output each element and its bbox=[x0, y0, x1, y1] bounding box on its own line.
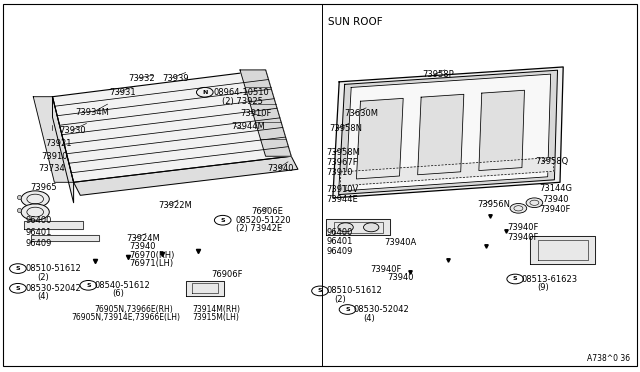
Text: 73940F: 73940F bbox=[370, 265, 401, 274]
Polygon shape bbox=[339, 70, 557, 195]
Text: 08530-52042: 08530-52042 bbox=[354, 305, 410, 314]
Text: 73915M(LH): 73915M(LH) bbox=[192, 313, 239, 322]
Text: (6): (6) bbox=[112, 289, 124, 298]
Text: 73958P: 73958P bbox=[422, 70, 454, 79]
Text: 73958Q: 73958Q bbox=[536, 157, 569, 166]
Text: 08520-51220: 08520-51220 bbox=[236, 216, 291, 225]
Text: 73940F: 73940F bbox=[508, 223, 539, 232]
Text: S: S bbox=[513, 276, 518, 282]
Text: 96400: 96400 bbox=[326, 228, 353, 237]
Text: 76970(RH): 76970(RH) bbox=[129, 251, 175, 260]
Text: 96401: 96401 bbox=[26, 228, 52, 237]
Text: 96400: 96400 bbox=[26, 216, 52, 225]
Polygon shape bbox=[52, 70, 291, 182]
Polygon shape bbox=[31, 235, 99, 241]
Polygon shape bbox=[33, 97, 74, 182]
Text: (2) 73925: (2) 73925 bbox=[222, 97, 263, 106]
Text: 73910V: 73910V bbox=[326, 185, 358, 194]
Text: 96401: 96401 bbox=[326, 237, 353, 246]
Circle shape bbox=[526, 198, 543, 208]
Polygon shape bbox=[479, 90, 524, 171]
Text: S: S bbox=[15, 286, 20, 291]
Text: 73630M: 73630M bbox=[344, 109, 378, 118]
Text: 73940F: 73940F bbox=[540, 205, 571, 214]
Text: A738^0 36: A738^0 36 bbox=[588, 354, 630, 363]
Polygon shape bbox=[24, 221, 83, 229]
Text: 73940: 73940 bbox=[387, 273, 413, 282]
Text: 73910F: 73910F bbox=[240, 109, 271, 118]
Circle shape bbox=[338, 223, 353, 232]
Text: 08513-61623: 08513-61623 bbox=[522, 275, 578, 283]
Text: 73910: 73910 bbox=[326, 169, 353, 177]
Text: 73910: 73910 bbox=[42, 152, 68, 161]
Text: 76906E: 76906E bbox=[251, 207, 283, 216]
Text: 73932: 73932 bbox=[128, 74, 155, 83]
Text: (4): (4) bbox=[37, 292, 49, 301]
Polygon shape bbox=[340, 157, 554, 186]
Text: 73734: 73734 bbox=[38, 164, 65, 173]
Text: N: N bbox=[202, 90, 207, 95]
Polygon shape bbox=[333, 67, 563, 198]
Text: 73956N: 73956N bbox=[477, 200, 510, 209]
Text: 73944E: 73944E bbox=[326, 195, 358, 203]
Text: 73940A: 73940A bbox=[384, 238, 416, 247]
Polygon shape bbox=[240, 70, 291, 156]
Text: 73931: 73931 bbox=[109, 88, 136, 97]
Text: S: S bbox=[317, 288, 323, 294]
Text: 08540-51612: 08540-51612 bbox=[95, 281, 150, 290]
Circle shape bbox=[21, 191, 49, 207]
Text: 73144G: 73144G bbox=[540, 185, 573, 193]
Text: 73958N: 73958N bbox=[330, 124, 363, 133]
Text: 73944M: 73944M bbox=[231, 122, 265, 131]
Text: (2): (2) bbox=[334, 295, 346, 304]
Polygon shape bbox=[418, 94, 464, 175]
Text: 73921: 73921 bbox=[45, 140, 71, 148]
Text: S: S bbox=[220, 218, 225, 223]
Circle shape bbox=[21, 204, 49, 220]
Text: (2) 73942E: (2) 73942E bbox=[236, 224, 282, 233]
Circle shape bbox=[510, 203, 527, 213]
Text: 08510-51612: 08510-51612 bbox=[26, 264, 81, 273]
Text: 73967F: 73967F bbox=[326, 158, 358, 167]
Text: 96409: 96409 bbox=[26, 239, 52, 248]
Text: 73934M: 73934M bbox=[76, 108, 109, 117]
Text: S: S bbox=[345, 307, 350, 312]
Text: (9): (9) bbox=[538, 283, 549, 292]
Text: 73914M(RH): 73914M(RH) bbox=[192, 305, 240, 314]
Text: (4): (4) bbox=[364, 314, 375, 323]
Text: S: S bbox=[86, 283, 91, 288]
Text: 73940: 73940 bbox=[129, 242, 156, 251]
Text: 73930: 73930 bbox=[60, 126, 86, 135]
Text: SUN ROOF: SUN ROOF bbox=[328, 17, 382, 27]
Text: 08530-52042: 08530-52042 bbox=[26, 284, 81, 293]
Text: 76905N,73966E(RH): 76905N,73966E(RH) bbox=[95, 305, 173, 314]
Text: 76905N,73914E,73966E(LH): 76905N,73914E,73966E(LH) bbox=[72, 313, 180, 322]
Polygon shape bbox=[52, 97, 74, 203]
Polygon shape bbox=[74, 156, 298, 195]
Text: 76971(LH): 76971(LH) bbox=[129, 259, 173, 268]
Text: 96409: 96409 bbox=[326, 247, 353, 256]
Text: 73965: 73965 bbox=[31, 183, 58, 192]
Text: 73939: 73939 bbox=[162, 74, 189, 83]
Text: 73924M: 73924M bbox=[127, 234, 161, 243]
Text: 08510-51612: 08510-51612 bbox=[326, 286, 382, 295]
Circle shape bbox=[364, 223, 379, 232]
Text: 08964-10510: 08964-10510 bbox=[213, 88, 269, 97]
Text: 73940F: 73940F bbox=[508, 233, 539, 242]
Text: 73922M: 73922M bbox=[158, 201, 192, 210]
Polygon shape bbox=[186, 281, 224, 296]
Text: 73958M: 73958M bbox=[326, 148, 360, 157]
Polygon shape bbox=[346, 74, 550, 191]
Polygon shape bbox=[326, 219, 390, 235]
Text: 76906F: 76906F bbox=[211, 270, 243, 279]
Text: (2): (2) bbox=[37, 273, 49, 282]
Text: 73940: 73940 bbox=[543, 195, 569, 203]
Polygon shape bbox=[356, 98, 403, 179]
Text: S: S bbox=[15, 266, 20, 271]
Polygon shape bbox=[530, 236, 595, 264]
Text: 73940: 73940 bbox=[268, 164, 294, 173]
